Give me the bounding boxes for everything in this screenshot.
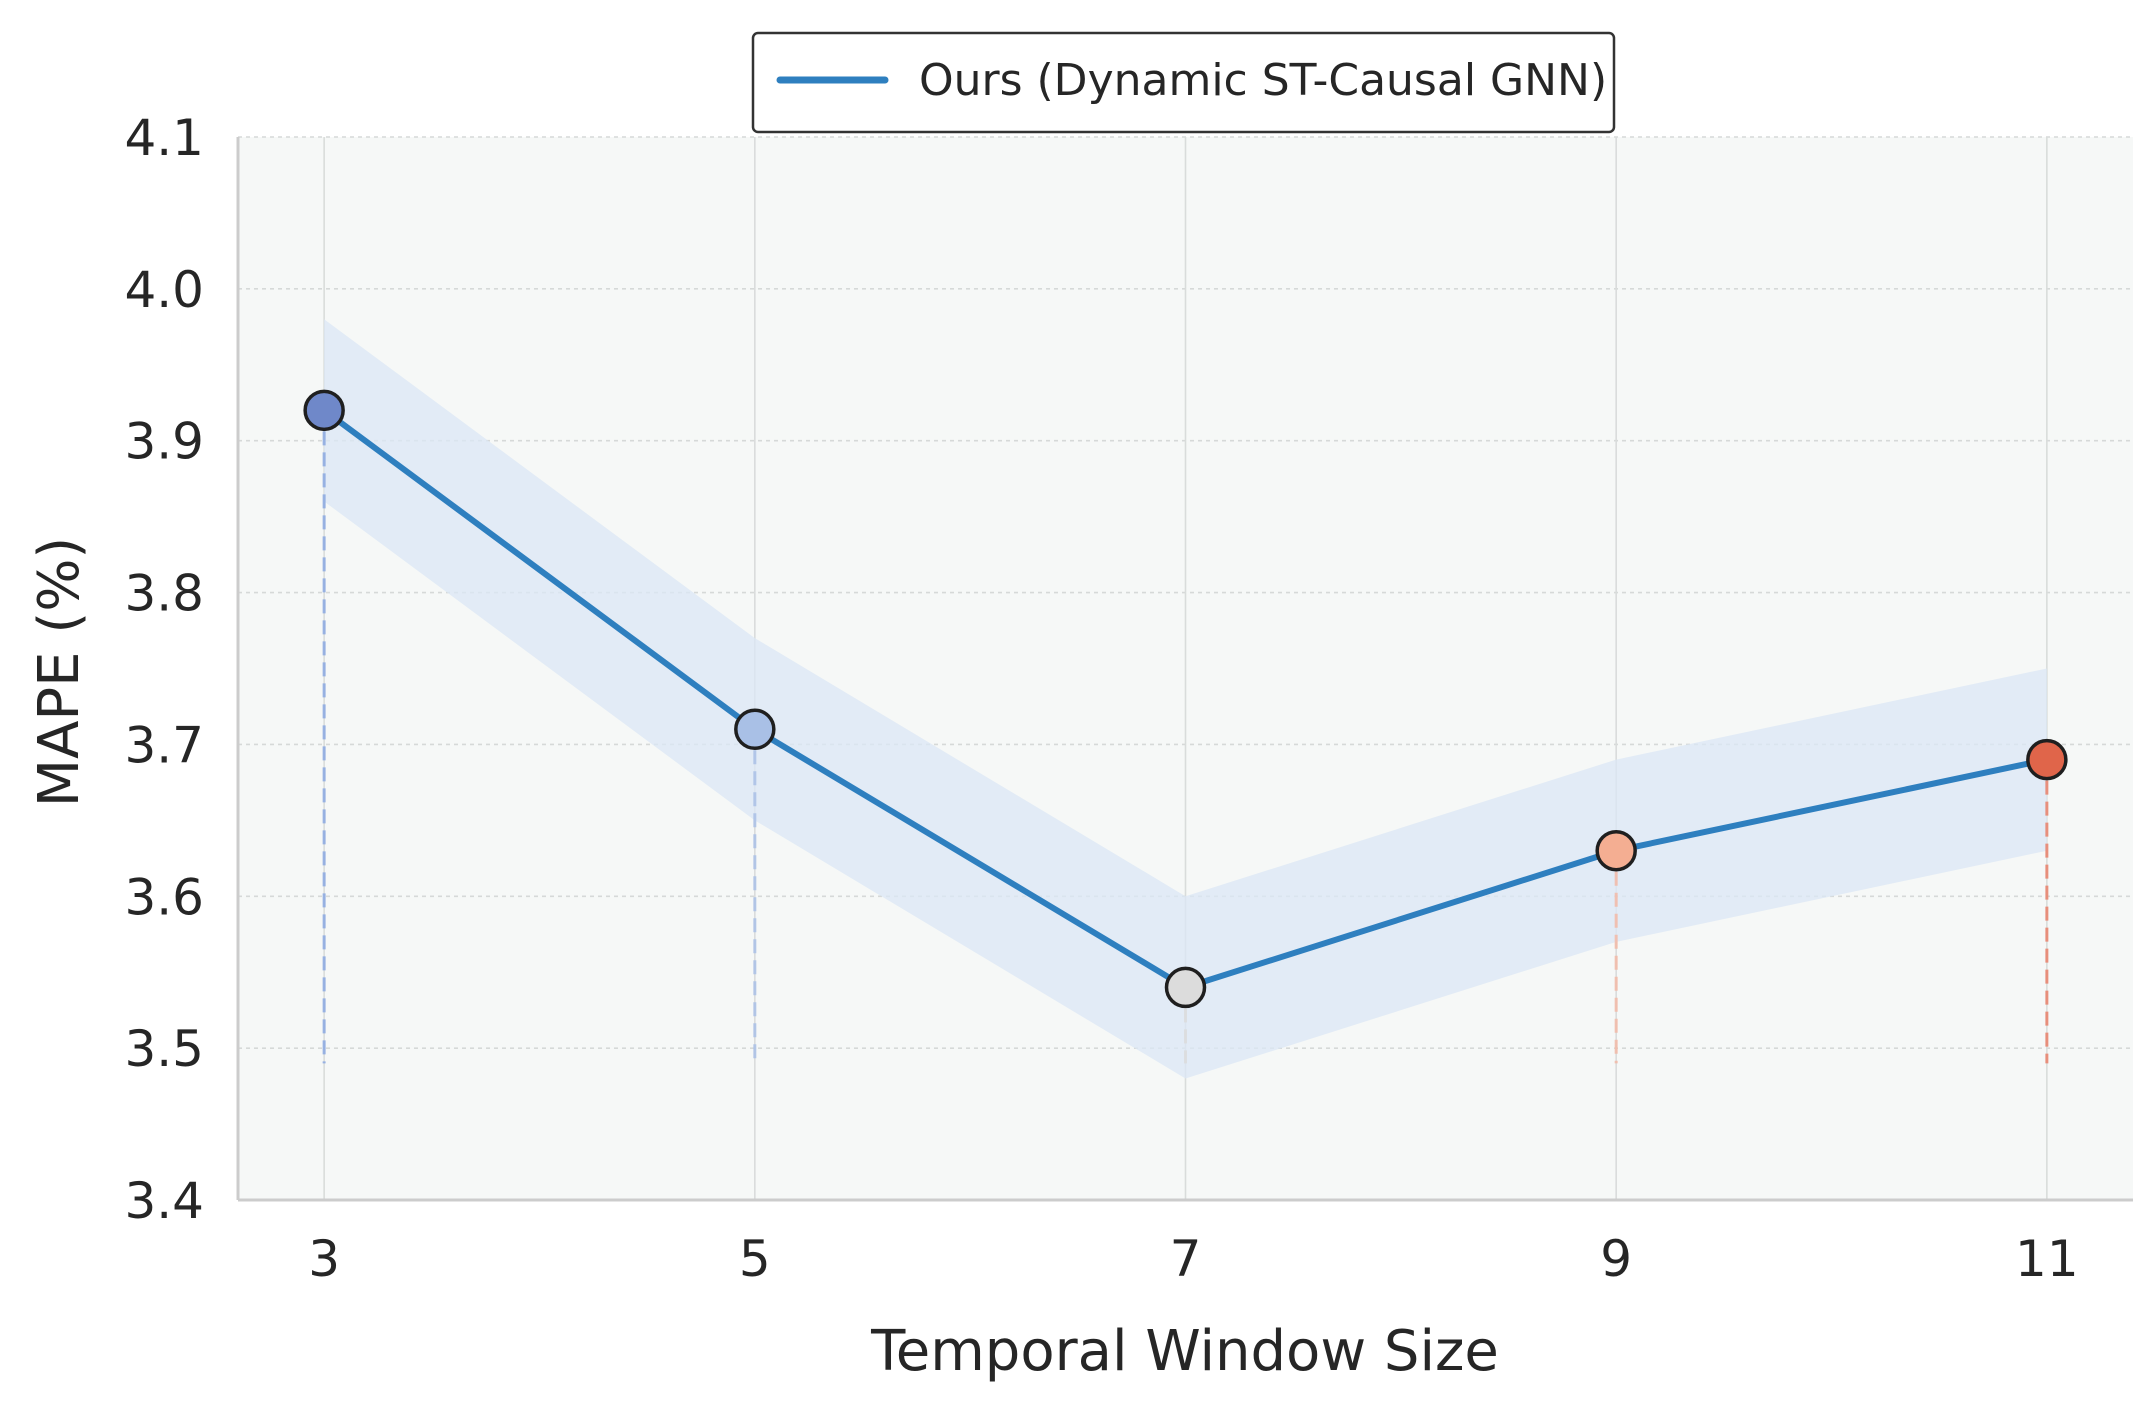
x-tick-label: 11	[2015, 1230, 2079, 1288]
legend: Ours (Dynamic ST-Causal GNN)	[751, 31, 1616, 134]
data-point	[734, 708, 776, 750]
data-point	[1164, 966, 1207, 1009]
y-tick-label: 4.1	[124, 109, 204, 167]
data-point	[2026, 738, 2068, 781]
confidence-band-area	[324, 319, 2047, 1079]
y-tick-label: 4.0	[124, 261, 204, 319]
x-tick-label: 5	[739, 1230, 771, 1288]
y-tick-label: 3.8	[124, 565, 204, 623]
drop-lines	[322, 410, 2049, 1064]
x-tick-label: 9	[1600, 1230, 1632, 1288]
data-point	[1595, 829, 1637, 872]
y-tick-label: 3.5	[124, 1020, 204, 1078]
confidence-band	[324, 319, 2047, 1079]
data-points	[303, 389, 2068, 1009]
x-tick-label: 3	[308, 1230, 340, 1288]
legend-label: Ours (Dynamic ST-Causal GNN)	[919, 55, 1607, 106]
y-tick-label: 3.9	[124, 413, 204, 471]
y-tick-label: 3.7	[124, 716, 204, 774]
y-tick-labels: 3.4 3.5 3.6 3.7 3.8 3.9 4.0 4.1	[124, 109, 204, 1230]
x-tick-label: 7	[1170, 1230, 1202, 1288]
y-axis-label: MAPE (%)	[27, 537, 92, 807]
legend-box	[751, 31, 1616, 134]
x-axis-label: Temporal Window Size	[870, 1319, 1499, 1384]
axes	[236, 137, 2133, 1202]
y-tick-label: 3.4	[124, 1172, 204, 1230]
y-tick-label: 3.6	[124, 868, 204, 926]
data-point	[303, 389, 345, 432]
x-tick-labels: 3 5 7 9 11	[308, 1230, 2078, 1288]
